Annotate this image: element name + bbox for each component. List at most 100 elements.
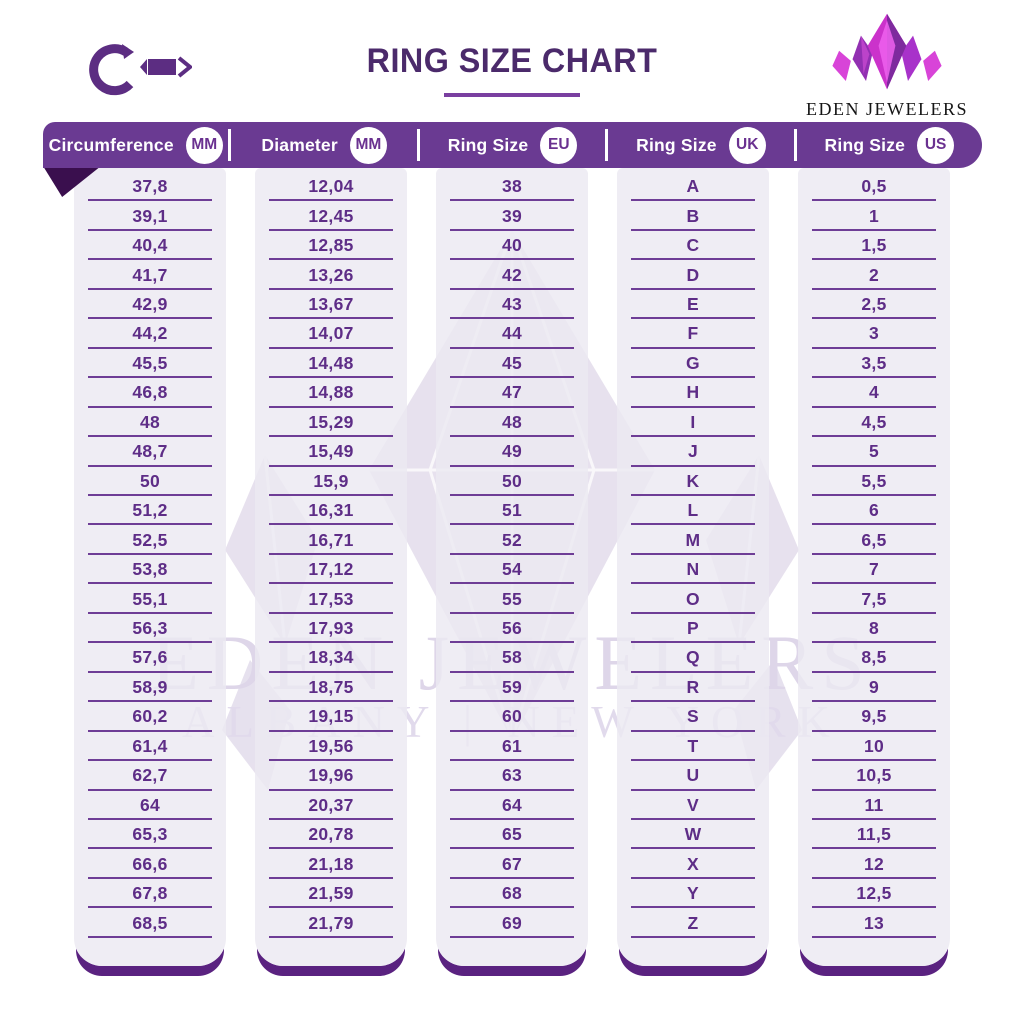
cell-value: 52	[501, 529, 523, 550]
cell-value: 48	[139, 411, 161, 432]
table-cell: 8	[798, 614, 950, 644]
brand-logo: EDEN JEWELERS ALBANY | NEW YORK	[792, 12, 982, 133]
table-cell: 48,7	[74, 437, 226, 467]
table-cell: N	[617, 555, 769, 585]
table-cell: 6,5	[798, 525, 950, 556]
cell-value: P	[687, 618, 699, 639]
cell-value: J	[687, 441, 699, 462]
cell-value: R	[686, 676, 700, 697]
table-cell: 10,5	[798, 761, 950, 791]
table-cell: S	[617, 702, 769, 733]
cell-value: 49	[501, 441, 523, 462]
cell-value: 44	[501, 323, 523, 344]
cell-value: 39,1	[132, 205, 168, 226]
cell-value: 64	[501, 794, 523, 815]
cell-value: 67,8	[132, 883, 168, 904]
table-cell: V	[617, 791, 769, 821]
table-cell: 12	[798, 849, 950, 880]
cell-value: 6	[868, 500, 880, 521]
table-cell: 44	[436, 319, 588, 350]
table-cell: 15,29	[255, 408, 407, 438]
cell-value: 64	[139, 794, 161, 815]
table-cell: 5,5	[798, 467, 950, 497]
header-label: Circumference	[48, 134, 174, 155]
table-cell: 13	[798, 908, 950, 939]
cell-value: 0,5	[861, 176, 887, 197]
cell-value: 53,8	[132, 559, 168, 580]
table-cell: 63	[436, 761, 588, 791]
table-cell: M	[617, 525, 769, 556]
table-cell: X	[617, 849, 769, 880]
cell-value: 40,4	[132, 235, 168, 256]
cell-value: 41,7	[132, 264, 168, 285]
cell-value: 9,5	[861, 706, 887, 727]
cell-value: 19,15	[308, 706, 354, 727]
cell-value: 42,9	[132, 294, 168, 315]
table-cell: 16,31	[255, 496, 407, 526]
table-cell: 20,78	[255, 820, 407, 850]
table-cell: 58	[436, 643, 588, 674]
table-cell: 69	[436, 908, 588, 939]
unit-badge-us: US	[917, 126, 955, 164]
cell-value: 5,5	[861, 470, 887, 491]
table-cell: 66,6	[74, 849, 226, 880]
cell-value: 18,34	[308, 647, 354, 668]
table-cell: 54	[436, 555, 588, 585]
cell-value: O	[686, 588, 700, 609]
column-ring-size-eu: 38 39 40 42 43 44 45 47 48 49 50 51 52 54 55 56 58 59 60 61…	[436, 168, 588, 966]
cell-value: 6,5	[861, 529, 887, 550]
table-cell: 12,45	[255, 201, 407, 232]
cell-value: 59	[501, 676, 523, 697]
cell-value: 65,3	[132, 824, 168, 845]
cell-value: 61	[501, 735, 523, 756]
table-cell: 9,5	[798, 702, 950, 733]
table-cell: 50	[436, 467, 588, 497]
header-ring-size-uk: Ring Size UK	[608, 126, 793, 164]
page-title: RING SIZE CHART	[366, 42, 658, 80]
table-cell: 58,9	[74, 673, 226, 703]
cell-value: 21,59	[308, 883, 354, 904]
table-cell: J	[617, 437, 769, 467]
cell-value: 3	[868, 323, 880, 344]
header-separator	[793, 129, 797, 161]
table-cell: 13,26	[255, 260, 407, 291]
cell-value: 15,29	[308, 411, 354, 432]
header-label: Diameter	[261, 134, 338, 155]
cell-value: 17,53	[308, 588, 354, 609]
cell-value: 15,49	[308, 441, 354, 462]
cell-value: 48,7	[132, 441, 168, 462]
table-cell: 53,8	[74, 555, 226, 585]
cell-value: 47	[501, 382, 523, 403]
cell-value: 8	[868, 618, 880, 639]
table-cell: 11,5	[798, 820, 950, 850]
cell-value: F	[687, 323, 699, 344]
column-diameter-mm: 12,04 12,45 12,85 13,26 13,67 14,07 14,48 14,88…	[255, 168, 407, 966]
cell-value: 55,1	[132, 588, 168, 609]
table-cell: 65	[436, 820, 588, 850]
table-cell: 64	[436, 791, 588, 821]
table-cell: 57,6	[74, 643, 226, 674]
column-ring-size-us: 0,5 1 1,5 2 2,5 3 3,5 4 4,5 5 5,5 6 6,5 7 7,5 8 8,5 9 9,5 1…	[798, 168, 950, 966]
table-cell: 39,1	[74, 201, 226, 232]
cell-value: 54	[501, 559, 523, 580]
cell-value: 60,2	[132, 706, 168, 727]
table-cell: 4	[798, 378, 950, 409]
cell-value: 51,2	[132, 500, 168, 521]
table-cell: U	[617, 761, 769, 791]
table-cell: Z	[617, 908, 769, 939]
cell-value: 5	[868, 441, 880, 462]
cell-value: 13,26	[308, 264, 354, 285]
cell-value: 3,5	[861, 352, 887, 373]
cell-value: D	[686, 264, 700, 285]
cell-value: 58,9	[132, 676, 168, 697]
table-cell: 6	[798, 496, 950, 526]
cell-value: 1,5	[861, 235, 887, 256]
cell-value: S	[687, 706, 699, 727]
table-cell: B	[617, 201, 769, 232]
cell-value: 69	[501, 912, 523, 933]
cell-value: 2,5	[861, 294, 887, 315]
cell-value: 56,3	[132, 618, 168, 639]
table-cell: Q	[617, 643, 769, 674]
cell-value: 65	[501, 824, 523, 845]
cell-value: 8,5	[861, 647, 887, 668]
